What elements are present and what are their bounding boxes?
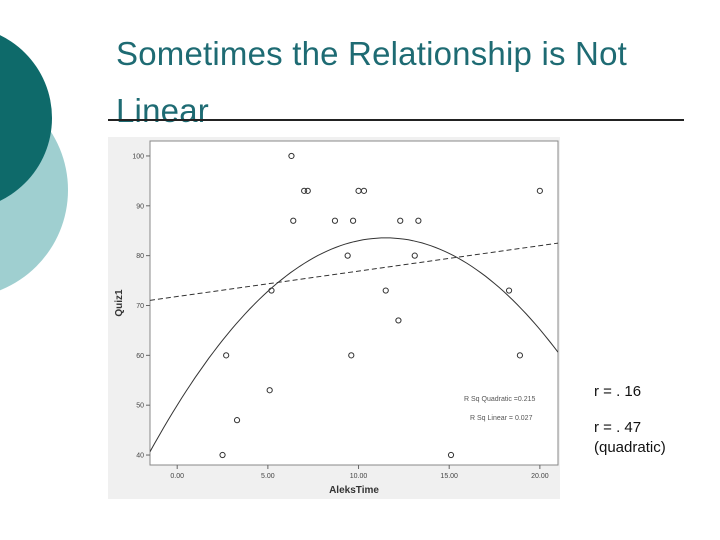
title-divider [108, 119, 684, 121]
data-point [415, 217, 422, 224]
data-point [397, 217, 404, 224]
data-point [447, 451, 455, 459]
y-tick-label: 80 [136, 253, 144, 260]
x-tick-label: 20.00 [531, 473, 549, 480]
y-tick-label: 70 [136, 303, 144, 310]
data-point [516, 352, 524, 359]
x-tick-label: 10.00 [350, 473, 368, 480]
y-tick-label: 100 [132, 153, 144, 160]
data-point [349, 217, 357, 224]
x-tick-label: 0.00 [170, 473, 184, 480]
data-point [411, 252, 418, 259]
data-point [219, 451, 226, 459]
data-point [348, 352, 355, 359]
chart-marks: 40 50 60 70 80 90 100 0.00 5.00 10.00 15.00 20.00 [132, 152, 558, 480]
data-point [360, 187, 368, 194]
data-point [382, 287, 389, 294]
r-sq-quadratic-annotation: R Sq Quadratic =0.215 [464, 396, 536, 403]
y-tick-label: 40 [136, 453, 144, 460]
slide-decoration-circles [0, 35, 68, 291]
y-tick-label: 50 [136, 403, 144, 410]
y-axis-label: Quiz1 [114, 289, 125, 317]
linear-fit-line [150, 242, 558, 301]
scatter-chart: 40 50 60 70 80 90 100 0.00 5.00 10.00 15.00 20.00 A… [108, 137, 560, 499]
data-point [268, 287, 275, 294]
data-point [223, 352, 230, 359]
dark-teal-circle [0, 35, 52, 201]
r-quadratic-note: (quadratic) [594, 439, 666, 456]
data-point [290, 217, 297, 224]
data-point [344, 252, 351, 259]
x-axis-label: AleksTime [329, 485, 379, 496]
x-tick-label: 5.00 [261, 473, 275, 480]
data-point [505, 287, 513, 294]
r-linear-value: r = . 16 [594, 383, 642, 400]
x-tick-label: 15.00 [440, 473, 458, 480]
data-point [288, 152, 295, 160]
r-sq-linear-annotation: R Sq Linear = 0.027 [470, 415, 533, 422]
y-tick-label: 90 [136, 203, 144, 210]
data-point [233, 417, 241, 424]
data-point [266, 387, 273, 394]
slide-title: Sometimes the Relationship is Not Linear [116, 35, 627, 129]
r-quadratic-value: r = . 47 [594, 419, 642, 436]
data-point [304, 187, 311, 194]
data-point [301, 187, 308, 194]
data-point [536, 187, 543, 194]
data-point [331, 217, 339, 224]
y-tick-label: 60 [136, 353, 144, 360]
data-point [395, 317, 402, 324]
plot-area [149, 140, 559, 466]
quadratic-fit-curve [150, 237, 558, 452]
